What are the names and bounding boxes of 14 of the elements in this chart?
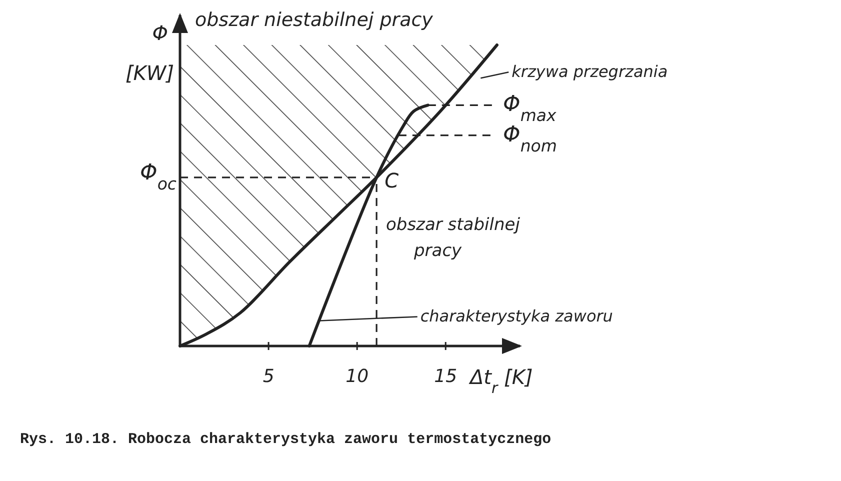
annotation: C: [384, 168, 399, 192]
x-tick-label: 10: [346, 366, 369, 387]
x-tick-label: 15: [434, 366, 458, 387]
y-axis-title: Φ [KW]: [126, 21, 174, 85]
text: obszar niestabilnej pracy: [195, 9, 434, 31]
text: charakterystyka zaworu: [420, 306, 613, 326]
annotation: obszar stabilnej pracy: [386, 215, 520, 261]
x-tick-label: 5: [262, 366, 274, 387]
x-axis-title: Δt$_{r}$ [K]: [468, 365, 533, 397]
legend-label: krzywa przegrzania: [512, 62, 668, 82]
ref-line-label: Φ$_{max}$: [503, 92, 557, 125]
ref-line-label: Φ$_{nom}$: [503, 122, 557, 155]
ref-line-label: Φ$_{oc}$: [140, 160, 176, 193]
text: Rys. 10.18. Robocza charakterystyka zaworu termostatycznego: [20, 431, 552, 448]
